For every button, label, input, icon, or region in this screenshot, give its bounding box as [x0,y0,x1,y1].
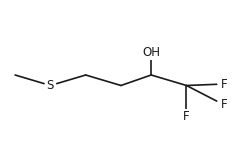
Text: F: F [221,99,228,111]
Text: OH: OH [142,46,160,59]
Text: F: F [183,111,190,123]
Text: F: F [221,78,228,90]
Text: S: S [47,79,54,92]
